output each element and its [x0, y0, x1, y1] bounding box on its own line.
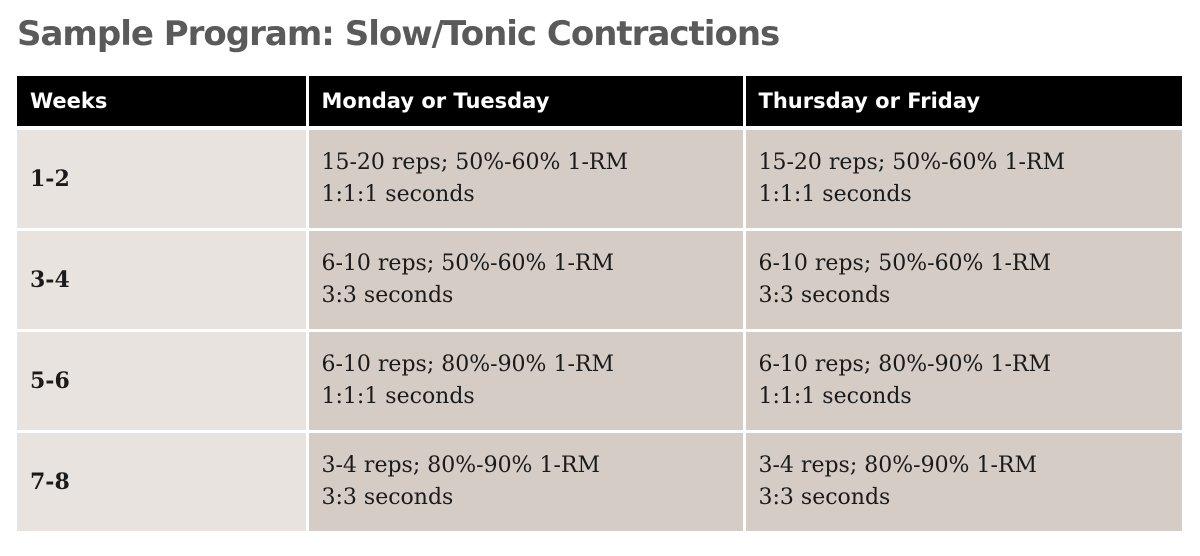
header-weeks: Weeks — [17, 76, 309, 128]
program-table: Weeks Monday or Tuesday Thursday or Frid… — [17, 76, 1182, 531]
reps-intensity: 6-10 reps; 50%-60% 1-RM — [321, 251, 614, 276]
tempo: 1:1:1 seconds — [758, 182, 912, 207]
tempo: 3:3 seconds — [758, 485, 891, 510]
weeks-cell: 1-2 — [17, 126, 309, 230]
tempo: 1:1:1 seconds — [758, 384, 912, 409]
reps-intensity: 6-10 reps; 80%-90% 1-RM — [321, 352, 614, 377]
table-row: 3-4 6-10 reps; 50%-60% 1-RM 3:3 seconds … — [17, 228, 1182, 331]
monday-tuesday-cell: 6-10 reps; 80%-90% 1-RM 1:1:1 seconds — [307, 329, 746, 432]
thursday-friday-cell: 6-10 reps; 50%-60% 1-RM 3:3 seconds — [744, 228, 1182, 331]
tempo: 3:3 seconds — [758, 283, 891, 308]
reps-intensity: 15-20 reps; 50%-60% 1-RM — [321, 150, 628, 175]
header-monday-tuesday: Monday or Tuesday — [307, 76, 746, 128]
tempo: 3:3 seconds — [321, 485, 454, 510]
table-row: 7-8 3-4 reps; 80%-90% 1-RM 3:3 seconds 3… — [17, 430, 1182, 531]
reps-intensity: 6-10 reps; 50%-60% 1-RM — [758, 251, 1051, 276]
monday-tuesday-cell: 6-10 reps; 50%-60% 1-RM 3:3 seconds — [307, 228, 746, 331]
thursday-friday-cell: 15-20 reps; 50%-60% 1-RM 1:1:1 seconds — [744, 126, 1182, 230]
weeks-cell: 5-6 — [17, 329, 309, 432]
header-row: Weeks Monday or Tuesday Thursday or Frid… — [17, 76, 1182, 128]
monday-tuesday-cell: 15-20 reps; 50%-60% 1-RM 1:1:1 seconds — [307, 126, 746, 230]
reps-intensity: 6-10 reps; 80%-90% 1-RM — [758, 352, 1051, 377]
reps-intensity: 15-20 reps; 50%-60% 1-RM — [758, 150, 1065, 175]
page-title: Sample Program: Slow/Tonic Contractions — [17, 14, 780, 54]
tempo: 1:1:1 seconds — [321, 384, 475, 409]
table-row: 1-2 15-20 reps; 50%-60% 1-RM 1:1:1 secon… — [17, 126, 1182, 230]
table-row: 5-6 6-10 reps; 80%-90% 1-RM 1:1:1 second… — [17, 329, 1182, 432]
tempo: 3:3 seconds — [321, 283, 454, 308]
thursday-friday-cell: 6-10 reps; 80%-90% 1-RM 1:1:1 seconds — [744, 329, 1182, 432]
thursday-friday-cell: 3-4 reps; 80%-90% 1-RM 3:3 seconds — [744, 430, 1182, 531]
reps-intensity: 3-4 reps; 80%-90% 1-RM — [758, 453, 1037, 478]
header-thursday-friday: Thursday or Friday — [744, 76, 1182, 128]
reps-intensity: 3-4 reps; 80%-90% 1-RM — [321, 453, 600, 478]
monday-tuesday-cell: 3-4 reps; 80%-90% 1-RM 3:3 seconds — [307, 430, 746, 531]
weeks-cell: 3-4 — [17, 228, 309, 331]
tempo: 1:1:1 seconds — [321, 182, 475, 207]
weeks-cell: 7-8 — [17, 430, 309, 531]
